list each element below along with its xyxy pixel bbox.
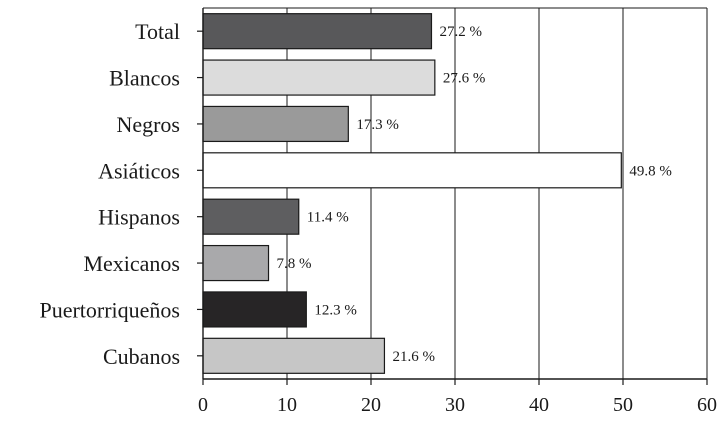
x-tick-label: 0 [198, 394, 208, 416]
category-labels: Total Blancos Negros Asiáticos Hispanos Mexic… [39, 19, 180, 369]
bar-blancos [202, 59, 436, 96]
bar-hispanos [202, 198, 300, 235]
category-label: Asiáticos [98, 158, 180, 183]
x-tick-label: 20 [361, 394, 381, 416]
bars [202, 13, 622, 374]
data-label: 21.6 % [392, 349, 435, 365]
bar-cubanos [202, 337, 386, 374]
category-label: Hispanos [98, 205, 180, 230]
data-labels: 27.2 % 27.6 % 17.3 % 49.8 % 11.4 % 7.8 % 12.3 … [277, 24, 672, 365]
axes [197, 7, 708, 385]
data-label: 12.3 % [314, 302, 357, 318]
data-label: 11.4 % [307, 210, 349, 226]
category-label: Blancos [109, 66, 180, 91]
data-label: 27.2 % [439, 24, 482, 40]
bar-mexicanos [202, 244, 270, 282]
bar-total [202, 13, 433, 50]
bar-asiaticos [202, 152, 622, 189]
tick-labels: 0 10 20 30 40 50 60 [198, 394, 717, 416]
data-label: 17.3 % [356, 117, 399, 133]
category-label: Total [135, 19, 180, 44]
category-label: Negros [116, 112, 180, 137]
bar-puertorriquenos [202, 291, 307, 328]
data-label: 49.8 % [629, 163, 672, 179]
x-tick-label: 10 [277, 394, 297, 416]
x-tick-label: 60 [697, 394, 717, 416]
x-tick-label: 30 [445, 394, 465, 416]
x-tick-label: 40 [529, 394, 549, 416]
x-tick-label: 50 [613, 394, 633, 416]
data-label: 27.6 % [443, 71, 486, 87]
category-label: Cubanos [103, 344, 180, 369]
data-label: 7.8 % [277, 256, 312, 272]
category-label: Mexicanos [83, 251, 180, 276]
category-label: Puertorriqueños [39, 297, 180, 322]
bar-negros [202, 105, 349, 143]
